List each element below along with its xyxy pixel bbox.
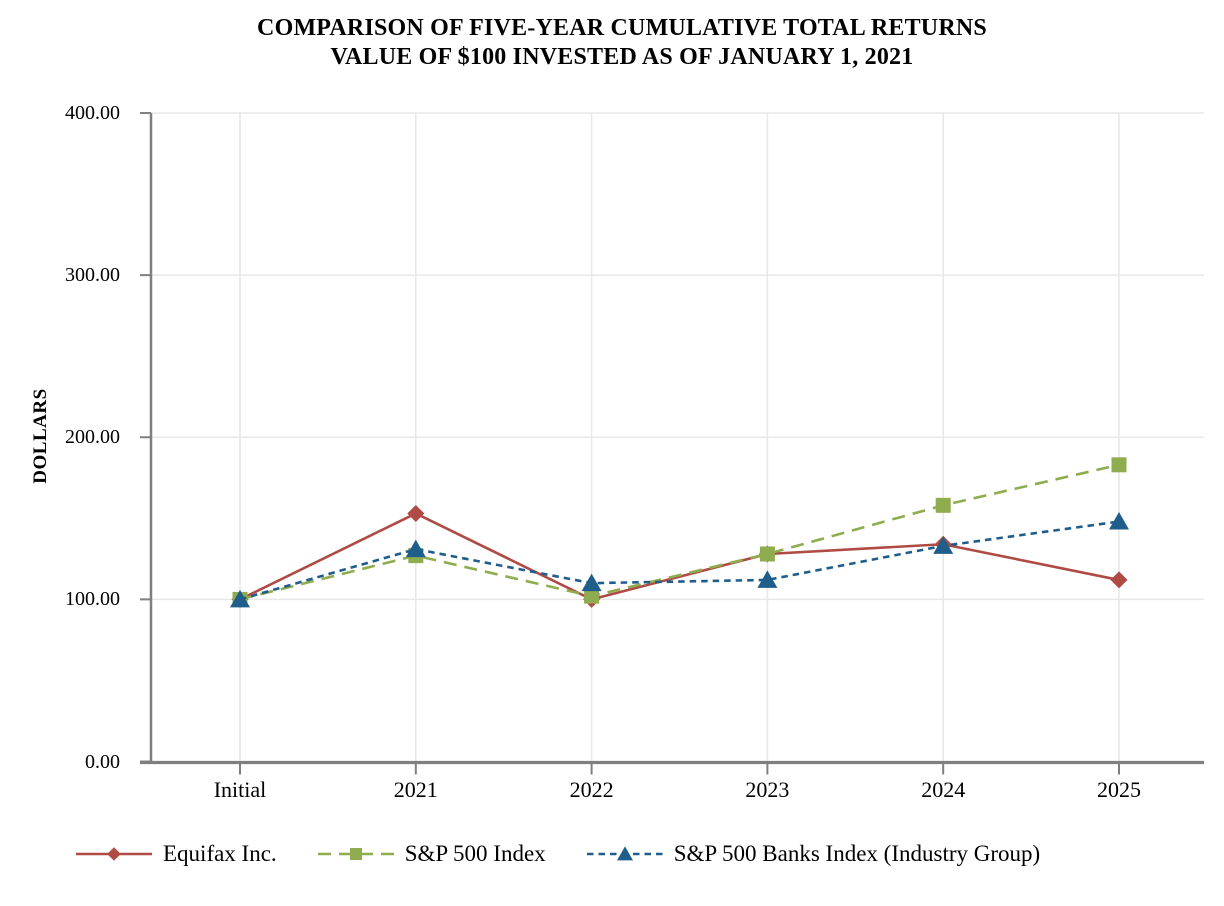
y-tick-label: 100.00 xyxy=(65,588,120,611)
diamond-marker xyxy=(107,847,121,861)
diamond-marker xyxy=(407,504,425,522)
chart-title-line1: COMPARISON OF FIVE-YEAR CUMULATIVE TOTAL… xyxy=(257,15,987,41)
triangle-marker xyxy=(616,846,633,861)
y-tick-label: 300.00 xyxy=(65,264,120,287)
series-line xyxy=(239,463,1120,601)
triangle-marker xyxy=(1109,512,1129,530)
x-tick-label: 2022 xyxy=(569,777,614,802)
triangle-marker xyxy=(933,536,954,554)
square-marker xyxy=(349,848,362,860)
series-line xyxy=(239,520,1120,601)
square-marker xyxy=(584,588,600,604)
x-tick-label: 2021 xyxy=(393,777,438,802)
legend-swatch-diamond-icon xyxy=(76,847,152,861)
legend-item: S&P 500 Banks Index (Industry Group) xyxy=(586,841,1040,867)
x-tick-label: 2024 xyxy=(921,777,966,802)
chart-legend: Equifax Inc. S&P 500 Index S&P 500 Banks I… xyxy=(75,841,1040,867)
chart-title: COMPARISON OF FIVE-YEAR CUMULATIVE TOTAL… xyxy=(20,14,1224,72)
series-line xyxy=(239,512,1120,601)
legend-label: S&P 500 Banks Index (Industry Group) xyxy=(673,841,1041,866)
legend-item: Equifax Inc. xyxy=(75,841,277,867)
triangle-marker xyxy=(757,570,778,588)
y-tick-label: 200.00 xyxy=(65,426,120,449)
legend-label: Equifax Inc. xyxy=(163,841,277,866)
y-tick-label: 0.00 xyxy=(85,750,120,773)
diamond-marker xyxy=(1110,571,1128,589)
legend-item: S&P 500 Index xyxy=(317,841,546,867)
square-marker xyxy=(1111,457,1127,473)
legend-label: S&P 500 Index xyxy=(404,841,546,866)
x-tick-label: 2025 xyxy=(1097,777,1141,802)
triangle-marker xyxy=(230,589,250,608)
x-tick-label: Initial xyxy=(213,777,267,802)
legend-swatch-square-icon xyxy=(317,848,394,860)
x-tick-label: 2023 xyxy=(745,777,790,802)
triangle-marker xyxy=(405,539,426,558)
chart-title-line2: VALUE OF $100 INVESTED AS OF JANUARY 1, … xyxy=(330,44,914,70)
square-marker xyxy=(759,546,775,562)
y-tick-label: 400.00 xyxy=(65,102,120,124)
legend-swatch-triangle-icon xyxy=(586,846,663,861)
triangle-marker xyxy=(581,573,602,592)
square-marker xyxy=(935,497,951,513)
